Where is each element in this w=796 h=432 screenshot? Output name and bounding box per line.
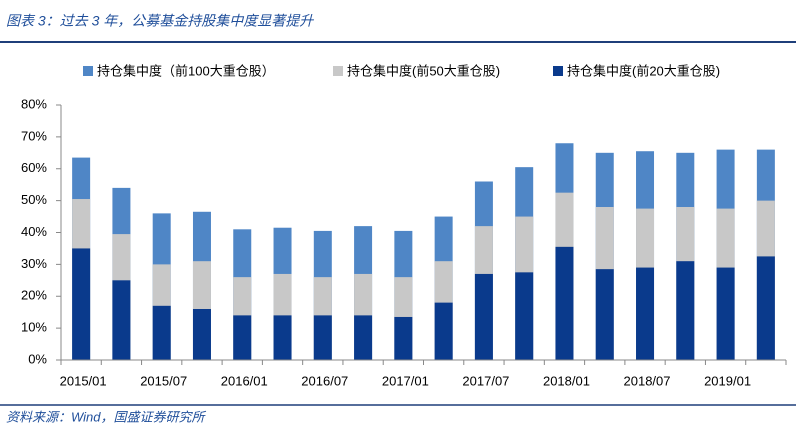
bar xyxy=(273,315,292,360)
bar xyxy=(112,280,131,360)
bar xyxy=(354,315,373,360)
bar xyxy=(515,272,534,360)
x-tick-label: 2015/01 xyxy=(60,373,107,388)
y-tick-label: 30% xyxy=(21,256,47,271)
bar xyxy=(756,256,775,360)
bar xyxy=(716,267,735,360)
legend-swatch xyxy=(553,66,563,76)
x-tick-label: 2015/07 xyxy=(140,373,187,388)
legend-swatch xyxy=(83,66,93,76)
x-tick-label: 2017/01 xyxy=(382,373,429,388)
y-tick-label: 80% xyxy=(21,96,47,111)
bar xyxy=(555,246,574,360)
bar xyxy=(474,273,493,360)
x-tick-label: 2018/07 xyxy=(624,373,671,388)
y-tick-label: 0% xyxy=(28,351,47,366)
x-tick-label: 2017/07 xyxy=(462,373,509,388)
source: 资料来源：Wind，国盛证券研究所 xyxy=(6,409,207,424)
bar xyxy=(595,269,614,360)
bar xyxy=(233,315,252,360)
chart-title: 图表 3：过去 3 年，公募基金持股集中度显著提升 xyxy=(6,13,314,29)
x-tick-label: 2016/07 xyxy=(301,373,348,388)
y-tick-label: 40% xyxy=(21,224,47,239)
bar xyxy=(394,316,413,360)
bar xyxy=(152,305,171,360)
bar xyxy=(313,315,332,360)
bar xyxy=(636,267,655,360)
y-tick-label: 70% xyxy=(21,128,47,143)
bar xyxy=(72,248,91,360)
legend-swatch xyxy=(333,66,343,76)
y-tick-label: 60% xyxy=(21,160,47,175)
y-tick-label: 50% xyxy=(21,192,47,207)
x-tick-label: 2016/01 xyxy=(221,373,268,388)
bar xyxy=(434,302,453,360)
legend-label: 持仓集中度(前20大重仓股) xyxy=(567,63,720,78)
y-tick-label: 20% xyxy=(21,288,47,303)
legend-label: 持仓集中度(前50大重仓股) xyxy=(347,63,500,78)
legend-label: 持仓集中度（前100大重仓股） xyxy=(97,63,275,78)
bar xyxy=(192,309,211,360)
bar xyxy=(676,261,695,360)
x-tick-label: 2018/01 xyxy=(543,373,590,388)
y-tick-label: 10% xyxy=(21,320,47,335)
x-tick-label: 2019/01 xyxy=(704,373,751,388)
